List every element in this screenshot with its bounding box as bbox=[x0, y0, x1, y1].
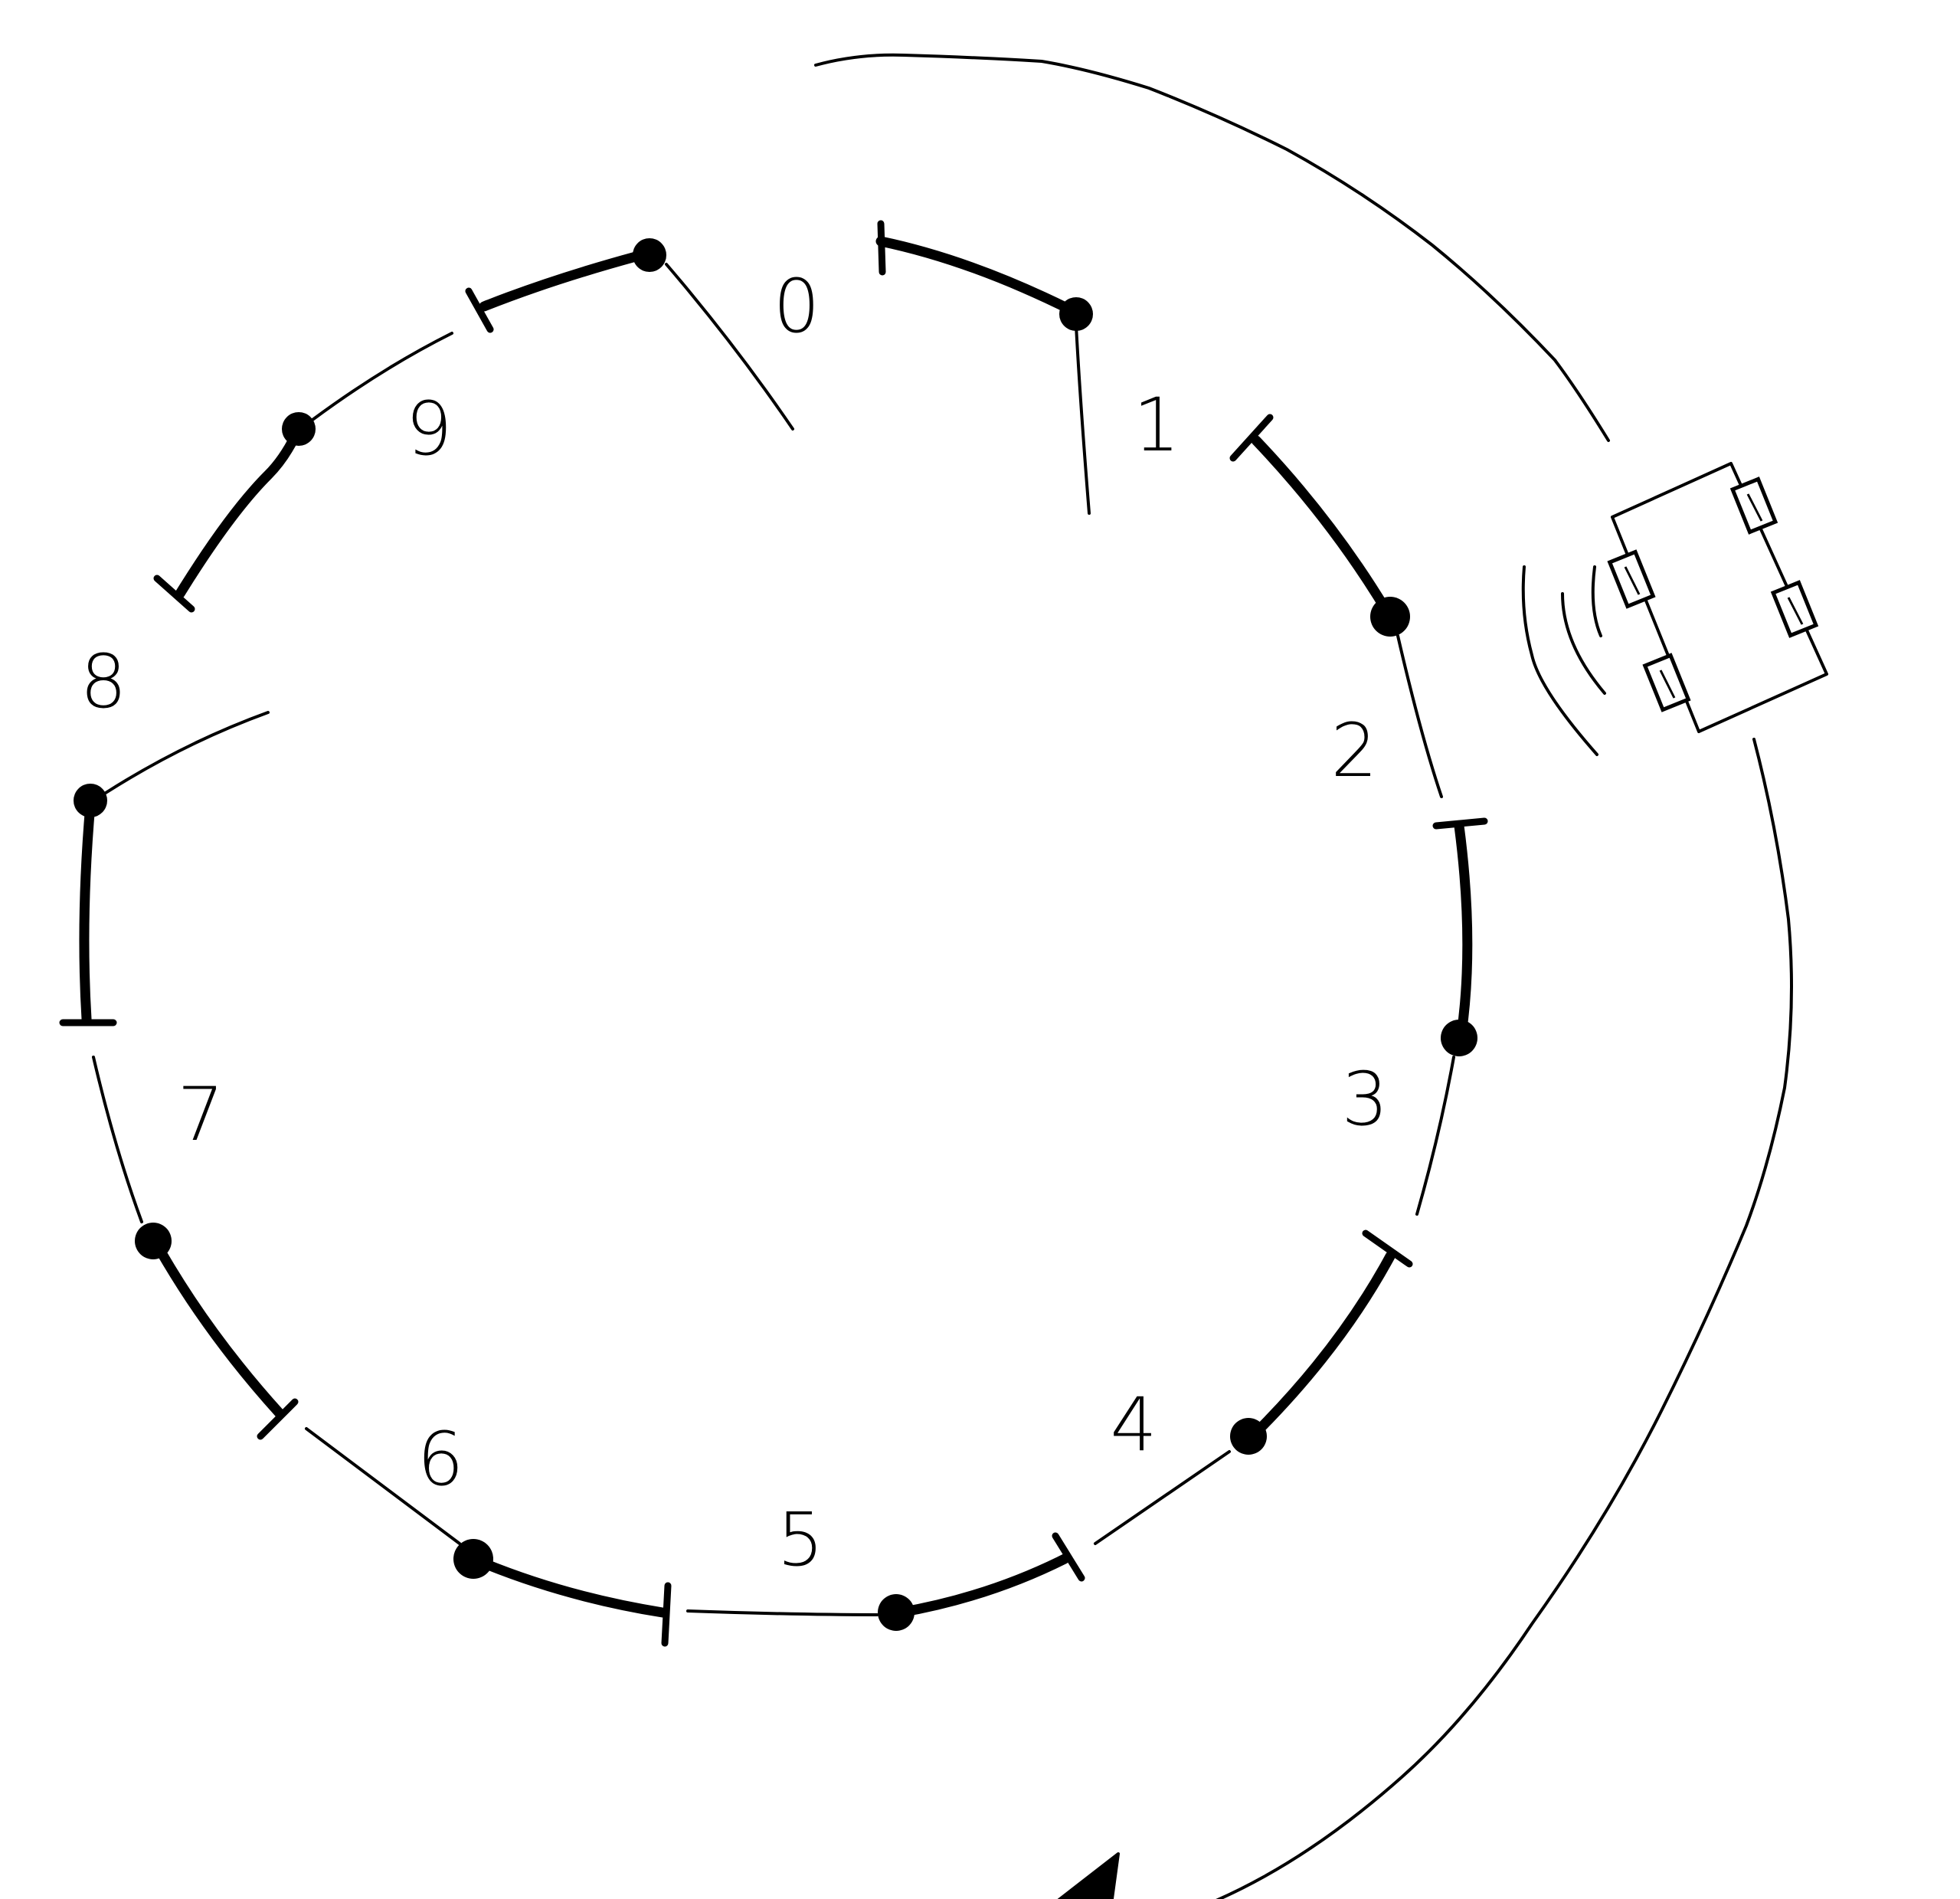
segment-5 bbox=[305, 1427, 672, 1647]
track-ring bbox=[59, 220, 1488, 1647]
segment-7 bbox=[59, 711, 270, 1026]
segment-4 bbox=[686, 1532, 1085, 1631]
segment-6 bbox=[92, 1056, 299, 1440]
segment-label-0: 0 bbox=[773, 264, 820, 349]
segment-9 bbox=[465, 238, 794, 431]
segment-3 bbox=[1094, 1229, 1413, 1545]
segment-1 bbox=[1229, 414, 1443, 798]
robot-wheels bbox=[1607, 476, 1819, 712]
segment-label-8: 8 bbox=[80, 639, 126, 725]
direction-arrow bbox=[814, 53, 1793, 1899]
segment-label-5: 5 bbox=[777, 1497, 823, 1583]
segment-label-4: 4 bbox=[1110, 1382, 1157, 1468]
arrow-head-icon bbox=[1057, 1852, 1120, 1899]
segment-label-7: 7 bbox=[177, 1072, 224, 1157]
segment-8 bbox=[153, 332, 453, 613]
segment-label-6: 6 bbox=[417, 1416, 463, 1502]
segment-0 bbox=[875, 220, 1093, 515]
segment-label-1: 1 bbox=[1133, 382, 1180, 468]
segment-labels: 0 1 2 3 4 5 6 7 8 9 bbox=[80, 264, 1388, 1583]
segment-2 bbox=[1415, 817, 1488, 1216]
sensor-wave-icon bbox=[1521, 565, 1606, 756]
segment-label-9: 9 bbox=[405, 386, 452, 472]
segment-label-2: 2 bbox=[1330, 708, 1377, 794]
robot bbox=[1521, 462, 1828, 756]
segment-label-3: 3 bbox=[1341, 1056, 1388, 1142]
